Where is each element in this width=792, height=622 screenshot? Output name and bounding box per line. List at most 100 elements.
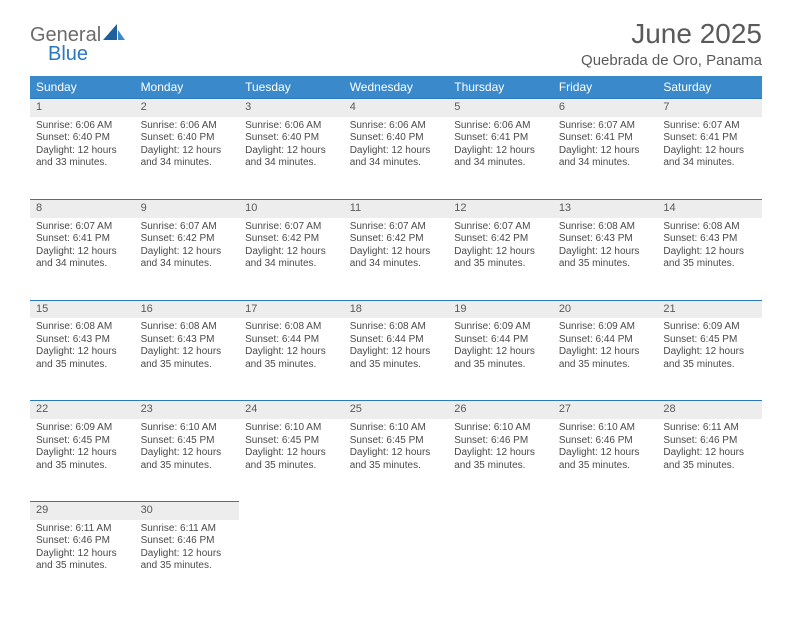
- daylight-text: Daylight: 12 hours and 34 minutes.: [245, 145, 338, 170]
- daylight-text: Daylight: 12 hours and 34 minutes.: [559, 145, 652, 170]
- day-number-cell: 19: [448, 300, 553, 318]
- daylight-text: Daylight: 12 hours and 34 minutes.: [36, 246, 129, 271]
- sunset-text: Sunset: 6:43 PM: [663, 233, 756, 246]
- day-body-cell: Sunrise: 6:09 AMSunset: 6:44 PMDaylight:…: [553, 318, 658, 401]
- weekday-header: Wednesday: [344, 76, 449, 99]
- day-number-cell: 11: [344, 199, 449, 217]
- day-details: Sunrise: 6:08 AMSunset: 6:43 PMDaylight:…: [135, 318, 240, 375]
- sunrise-text: Sunrise: 6:09 AM: [36, 422, 129, 435]
- sunset-text: Sunset: 6:43 PM: [36, 334, 129, 347]
- daylight-text: Daylight: 12 hours and 35 minutes.: [245, 346, 338, 371]
- day-details: Sunrise: 6:06 AMSunset: 6:40 PMDaylight:…: [30, 117, 135, 174]
- day-body-cell: Sunrise: 6:06 AMSunset: 6:40 PMDaylight:…: [30, 117, 135, 200]
- daylight-text: Daylight: 12 hours and 35 minutes.: [454, 346, 547, 371]
- sunset-text: Sunset: 6:40 PM: [245, 132, 338, 145]
- daylight-text: Daylight: 12 hours and 35 minutes.: [36, 346, 129, 371]
- day-details: Sunrise: 6:06 AMSunset: 6:40 PMDaylight:…: [344, 117, 449, 174]
- day-details: Sunrise: 6:07 AMSunset: 6:42 PMDaylight:…: [448, 218, 553, 275]
- day-number-row: 15161718192021: [30, 300, 762, 318]
- day-details: Sunrise: 6:10 AMSunset: 6:46 PMDaylight:…: [553, 419, 658, 476]
- sunrise-text: Sunrise: 6:07 AM: [141, 221, 234, 234]
- sunrise-text: Sunrise: 6:07 AM: [36, 221, 129, 234]
- sunset-text: Sunset: 6:45 PM: [350, 435, 443, 448]
- weekday-header: Thursday: [448, 76, 553, 99]
- day-body-cell: Sunrise: 6:08 AMSunset: 6:43 PMDaylight:…: [553, 218, 658, 301]
- day-details: Sunrise: 6:07 AMSunset: 6:41 PMDaylight:…: [657, 117, 762, 174]
- day-body-cell: Sunrise: 6:11 AMSunset: 6:46 PMDaylight:…: [30, 520, 135, 602]
- sunrise-text: Sunrise: 6:09 AM: [663, 321, 756, 334]
- daylight-text: Daylight: 12 hours and 35 minutes.: [350, 447, 443, 472]
- daylight-text: Daylight: 12 hours and 33 minutes.: [36, 145, 129, 170]
- day-number-cell: 24: [239, 401, 344, 419]
- daylight-text: Daylight: 12 hours and 34 minutes.: [454, 145, 547, 170]
- daylight-text: Daylight: 12 hours and 35 minutes.: [141, 346, 234, 371]
- sunset-text: Sunset: 6:45 PM: [36, 435, 129, 448]
- sunset-text: Sunset: 6:46 PM: [454, 435, 547, 448]
- day-number-cell: 14: [657, 199, 762, 217]
- day-number-cell: 8: [30, 199, 135, 217]
- sunset-text: Sunset: 6:41 PM: [36, 233, 129, 246]
- weekday-header: Saturday: [657, 76, 762, 99]
- sunset-text: Sunset: 6:45 PM: [663, 334, 756, 347]
- sunrise-text: Sunrise: 6:10 AM: [350, 422, 443, 435]
- day-number-cell: 20: [553, 300, 658, 318]
- sunrise-text: Sunrise: 6:07 AM: [245, 221, 338, 234]
- day-number-cell: 16: [135, 300, 240, 318]
- sunset-text: Sunset: 6:42 PM: [350, 233, 443, 246]
- day-number-cell: 18: [344, 300, 449, 318]
- day-number-cell: 17: [239, 300, 344, 318]
- sunrise-text: Sunrise: 6:11 AM: [36, 523, 129, 536]
- day-body-cell: Sunrise: 6:10 AMSunset: 6:45 PMDaylight:…: [135, 419, 240, 502]
- daylight-text: Daylight: 12 hours and 35 minutes.: [559, 246, 652, 271]
- sunset-text: Sunset: 6:46 PM: [141, 535, 234, 548]
- day-body-cell: Sunrise: 6:08 AMSunset: 6:43 PMDaylight:…: [657, 218, 762, 301]
- day-body-cell: [448, 520, 553, 602]
- sunrise-text: Sunrise: 6:11 AM: [663, 422, 756, 435]
- day-details: Sunrise: 6:08 AMSunset: 6:43 PMDaylight:…: [30, 318, 135, 375]
- day-number-cell: 3: [239, 99, 344, 117]
- day-details: Sunrise: 6:06 AMSunset: 6:40 PMDaylight:…: [135, 117, 240, 174]
- day-number-cell: 15: [30, 300, 135, 318]
- day-body-cell: Sunrise: 6:10 AMSunset: 6:45 PMDaylight:…: [344, 419, 449, 502]
- day-details: Sunrise: 6:10 AMSunset: 6:45 PMDaylight:…: [135, 419, 240, 476]
- sunrise-text: Sunrise: 6:10 AM: [141, 422, 234, 435]
- day-body-row: Sunrise: 6:07 AMSunset: 6:41 PMDaylight:…: [30, 218, 762, 301]
- sunrise-text: Sunrise: 6:10 AM: [245, 422, 338, 435]
- day-details: Sunrise: 6:11 AMSunset: 6:46 PMDaylight:…: [657, 419, 762, 476]
- weekday-header: Friday: [553, 76, 658, 99]
- sunrise-text: Sunrise: 6:09 AM: [559, 321, 652, 334]
- day-number-cell: 26: [448, 401, 553, 419]
- day-body-cell: [553, 520, 658, 602]
- day-body-cell: Sunrise: 6:11 AMSunset: 6:46 PMDaylight:…: [135, 520, 240, 602]
- daylight-text: Daylight: 12 hours and 35 minutes.: [559, 447, 652, 472]
- sunrise-text: Sunrise: 6:07 AM: [663, 120, 756, 133]
- day-number-cell: 10: [239, 199, 344, 217]
- day-body-cell: Sunrise: 6:08 AMSunset: 6:44 PMDaylight:…: [344, 318, 449, 401]
- day-body-cell: Sunrise: 6:07 AMSunset: 6:41 PMDaylight:…: [30, 218, 135, 301]
- sunrise-text: Sunrise: 6:11 AM: [141, 523, 234, 536]
- weekday-header: Tuesday: [239, 76, 344, 99]
- day-number-cell: 30: [135, 502, 240, 520]
- day-body-cell: Sunrise: 6:09 AMSunset: 6:45 PMDaylight:…: [657, 318, 762, 401]
- day-details: Sunrise: 6:08 AMSunset: 6:44 PMDaylight:…: [239, 318, 344, 375]
- daylight-text: Daylight: 12 hours and 34 minutes.: [245, 246, 338, 271]
- calendar-page: General June 2025 Quebrada de Oro, Panam…: [0, 0, 792, 622]
- sunrise-text: Sunrise: 6:07 AM: [350, 221, 443, 234]
- weekday-header: Sunday: [30, 76, 135, 99]
- day-number-cell: 28: [657, 401, 762, 419]
- daylight-text: Daylight: 12 hours and 35 minutes.: [663, 246, 756, 271]
- day-body-cell: Sunrise: 6:06 AMSunset: 6:41 PMDaylight:…: [448, 117, 553, 200]
- day-details: Sunrise: 6:09 AMSunset: 6:44 PMDaylight:…: [553, 318, 658, 375]
- day-number-cell: 9: [135, 199, 240, 217]
- sunset-text: Sunset: 6:46 PM: [559, 435, 652, 448]
- day-number-cell: 1: [30, 99, 135, 117]
- sunset-text: Sunset: 6:41 PM: [663, 132, 756, 145]
- sunset-text: Sunset: 6:40 PM: [350, 132, 443, 145]
- sunrise-text: Sunrise: 6:06 AM: [141, 120, 234, 133]
- day-body-row: Sunrise: 6:08 AMSunset: 6:43 PMDaylight:…: [30, 318, 762, 401]
- day-details: Sunrise: 6:10 AMSunset: 6:45 PMDaylight:…: [239, 419, 344, 476]
- sunset-text: Sunset: 6:41 PM: [559, 132, 652, 145]
- day-body-cell: Sunrise: 6:08 AMSunset: 6:44 PMDaylight:…: [239, 318, 344, 401]
- sunrise-text: Sunrise: 6:09 AM: [454, 321, 547, 334]
- day-body-cell: Sunrise: 6:11 AMSunset: 6:46 PMDaylight:…: [657, 419, 762, 502]
